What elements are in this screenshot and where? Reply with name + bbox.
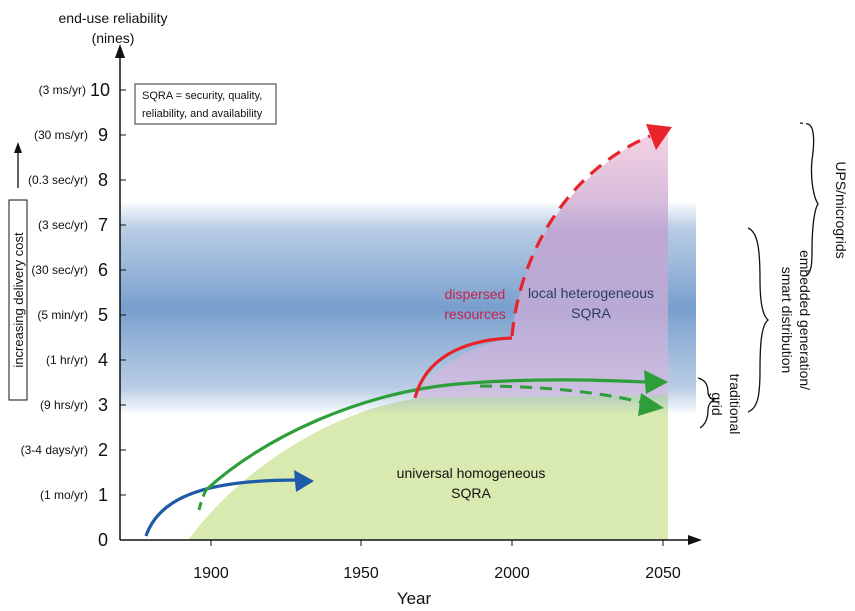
y-note-5: (5 min/yr) <box>37 308 88 322</box>
cost-label: increasing delivery cost <box>11 232 26 368</box>
embedded-label-line2: smart distribution <box>779 267 795 374</box>
y-note-2: (3-4 days/yr) <box>21 443 88 457</box>
green-main-arrowhead <box>644 370 668 394</box>
y-note-9: (30 ms/yr) <box>34 128 88 142</box>
universal-region <box>188 395 668 540</box>
y-note-1: (1 mo/yr) <box>40 488 88 502</box>
dispersed-label-line2: resources <box>444 306 505 322</box>
traditional-bracket <box>697 377 716 429</box>
y-tick-4: 4 <box>98 350 108 370</box>
y-axis-title-line2: (nines) <box>92 30 135 46</box>
local-label-line1: local heterogeneous <box>528 285 654 301</box>
green-curve-dashed-start <box>197 489 208 511</box>
green-dashed-arrowhead <box>638 393 664 416</box>
universal-label-line2: SQRA <box>451 485 491 501</box>
ups-label: UPS/microgrids <box>833 161 849 258</box>
y-tick-values: 0 1 2 3 4 5 6 7 8 9 10 <box>90 80 110 550</box>
universal-label-line1: universal homogeneous <box>397 465 546 481</box>
x-ticks <box>210 540 664 546</box>
y-tick-7: 7 <box>98 215 108 235</box>
y-tick-2: 2 <box>98 440 108 460</box>
x-tick-labels: 1900 1950 2000 2050 <box>193 565 681 582</box>
sqra-box-line1: SQRA = security, quality, <box>142 90 262 102</box>
red-solid-curve <box>413 336 513 399</box>
local-label-line2: SQRA <box>571 305 611 321</box>
x-tick-1950: 1950 <box>343 565 379 582</box>
y-tick-3: 3 <box>98 395 108 415</box>
y-tick-9: 9 <box>98 125 108 145</box>
local-region-overlay <box>415 126 668 398</box>
y-note-8: (0.3 sec/yr) <box>28 173 88 187</box>
y-tick-1: 1 <box>98 485 108 505</box>
y-note-4: (1 hr/yr) <box>46 353 88 367</box>
early-blue-curve <box>144 478 299 537</box>
red-arrowhead <box>646 124 672 150</box>
traditional-label-line2: grid <box>709 392 725 415</box>
traditional-label-line1: traditional <box>727 374 743 435</box>
dispersed-label-line1: dispersed <box>445 286 506 302</box>
cost-label-box <box>8 199 28 401</box>
sqra-box-line2: reliability, and availability <box>142 108 263 120</box>
x-axis-arrow <box>688 535 702 545</box>
x-tick-2050: 2050 <box>645 565 681 582</box>
y-note-10: (3 ms/yr) <box>39 83 86 97</box>
x-tick-1900: 1900 <box>193 565 229 582</box>
y-tick-notes: (1 mo/yr) (3-4 days/yr) (9 hrs/yr) (1 hr… <box>21 83 88 502</box>
sqra-box <box>134 83 277 125</box>
x-tick-2000: 2000 <box>494 565 530 582</box>
y-tick-0: 0 <box>98 530 108 550</box>
embedded-bracket <box>747 227 770 413</box>
y-note-6: (30 sec/yr) <box>31 263 88 277</box>
cost-arrow <box>14 142 22 188</box>
y-tick-5: 5 <box>98 305 108 325</box>
y-tick-10: 10 <box>90 80 110 100</box>
embedded-label-line1: embedded generation/ <box>797 250 813 390</box>
ups-bracket <box>805 123 819 277</box>
x-axis-title: Year <box>397 589 432 608</box>
y-note-3: (9 hrs/yr) <box>40 398 88 412</box>
y-tick-6: 6 <box>98 260 108 280</box>
ups-bracket-dash <box>799 122 809 125</box>
red-dashed-curve <box>510 134 651 337</box>
y-note-7: (3 sec/yr) <box>38 218 88 232</box>
green-main-curve <box>204 378 646 492</box>
y-tick-8: 8 <box>98 170 108 190</box>
y-ticks <box>120 89 126 541</box>
y-axis-title-line1: end-use reliability <box>59 10 168 26</box>
green-dashed-branch <box>479 384 641 404</box>
early-blue-arrowhead <box>294 470 314 492</box>
y-axis-arrow <box>115 44 125 58</box>
